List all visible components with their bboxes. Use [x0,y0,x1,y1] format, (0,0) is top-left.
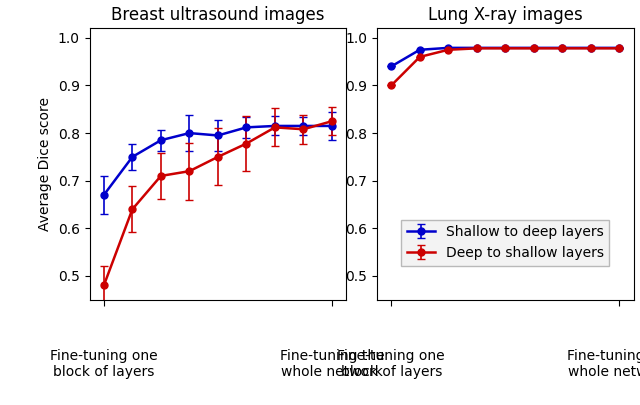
Text: Fine-tuning the
whole network: Fine-tuning the whole network [567,349,640,379]
Y-axis label: Average Dice score: Average Dice score [38,97,52,231]
Text: Fine-tuning the
whole network: Fine-tuning the whole network [280,349,384,379]
Text: Fine-tuning one
block of layers: Fine-tuning one block of layers [337,349,445,379]
Text: Fine-tuning one
block of layers: Fine-tuning one block of layers [50,349,157,379]
Title: Breast ultrasound images: Breast ultrasound images [111,6,324,24]
Title: Lung X-ray images: Lung X-ray images [428,6,582,24]
Legend: Shallow to deep layers, Deep to shallow layers: Shallow to deep layers, Deep to shallow … [401,220,609,266]
